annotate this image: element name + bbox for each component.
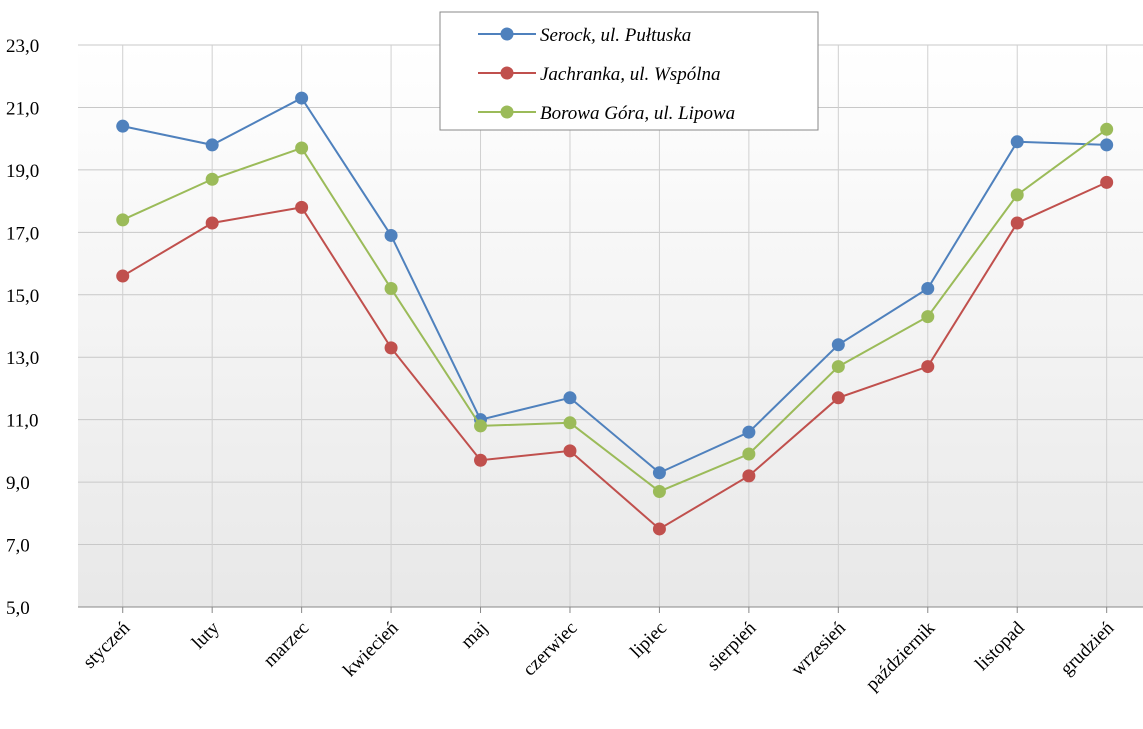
data-point xyxy=(1010,188,1024,202)
plot-area xyxy=(78,45,1143,607)
legend-label: Borowa Góra, ul. Lipowa xyxy=(540,103,735,124)
data-point xyxy=(295,91,309,105)
x-tick-label: kwiecień xyxy=(339,617,403,681)
data-point xyxy=(563,416,577,430)
data-point xyxy=(831,391,845,405)
series-line xyxy=(122,96,1107,474)
data-point xyxy=(1100,122,1114,136)
data-point xyxy=(116,269,130,283)
legend-marker xyxy=(500,66,514,80)
y-tick-label: 5,0 xyxy=(6,598,30,619)
data-point xyxy=(295,200,309,214)
x-tick-label: grudzień xyxy=(1056,617,1118,679)
x-tick-label: czerwiec xyxy=(519,618,582,681)
data-point xyxy=(116,213,130,227)
data-point xyxy=(116,119,130,133)
y-tick-label: 13,0 xyxy=(6,348,39,369)
legend-marker xyxy=(500,27,514,41)
data-point xyxy=(205,172,219,186)
data-point xyxy=(205,138,219,152)
x-tick-label: październik xyxy=(862,617,940,695)
series-line xyxy=(122,181,1108,531)
data-point xyxy=(921,310,935,324)
data-point xyxy=(1100,138,1114,152)
y-tick-label: 9,0 xyxy=(6,473,30,494)
data-point xyxy=(474,419,488,433)
x-tick-label: sierpień xyxy=(703,617,761,675)
data-point xyxy=(563,444,577,458)
y-tick-label: 11,0 xyxy=(6,411,39,432)
data-point xyxy=(1010,135,1024,149)
data-point xyxy=(563,391,577,405)
data-point xyxy=(295,141,309,155)
data-point xyxy=(742,425,756,439)
legend-marker xyxy=(500,105,514,119)
data-point xyxy=(921,282,935,296)
data-point xyxy=(921,360,935,374)
y-tick-label: 7,0 xyxy=(6,536,30,557)
data-point xyxy=(652,484,666,498)
data-point xyxy=(1100,175,1114,189)
data-point xyxy=(742,447,756,461)
x-tick-label: maj xyxy=(457,618,492,653)
data-point xyxy=(742,469,756,483)
y-tick-label: 15,0 xyxy=(6,286,39,307)
data-point xyxy=(1010,216,1024,230)
x-tick-label: lipiec xyxy=(626,618,671,663)
x-tick-label: marzec xyxy=(260,618,314,672)
y-tick-label: 19,0 xyxy=(6,161,39,182)
series-line xyxy=(122,128,1108,493)
data-point xyxy=(831,338,845,352)
legend-label: Serock, ul. Pułtuska xyxy=(540,25,691,46)
x-tick-label: styczeń xyxy=(79,617,134,672)
data-point xyxy=(384,282,398,296)
x-tick-label: wrzesień xyxy=(787,617,850,680)
legend-label: Jachranka, ul. Wspólna xyxy=(540,64,720,85)
x-tick-label: listopad xyxy=(971,617,1029,675)
y-tick-label: 21,0 xyxy=(6,98,39,119)
y-tick-label: 17,0 xyxy=(6,223,39,244)
data-point xyxy=(652,466,666,480)
y-tick-label: 23,0 xyxy=(6,36,39,57)
data-point xyxy=(474,453,488,467)
data-point xyxy=(652,522,666,536)
data-point xyxy=(384,228,398,242)
data-point xyxy=(831,360,845,374)
data-point xyxy=(205,216,219,230)
data-point xyxy=(384,341,398,355)
x-tick-label: luty xyxy=(188,617,224,653)
